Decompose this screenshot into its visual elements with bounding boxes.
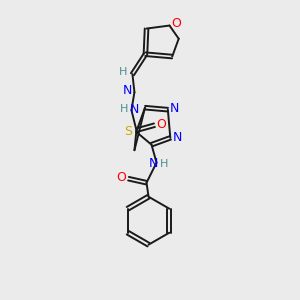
Text: H: H <box>119 67 128 77</box>
Text: O: O <box>117 171 127 184</box>
Text: N: N <box>172 131 182 144</box>
Text: H: H <box>120 104 129 114</box>
Text: N: N <box>170 102 179 115</box>
Text: O: O <box>172 17 182 30</box>
Text: S: S <box>124 125 132 138</box>
Text: N: N <box>123 84 132 97</box>
Text: O: O <box>157 118 166 131</box>
Text: N: N <box>130 103 139 116</box>
Text: H: H <box>160 159 169 169</box>
Text: N: N <box>149 157 158 170</box>
